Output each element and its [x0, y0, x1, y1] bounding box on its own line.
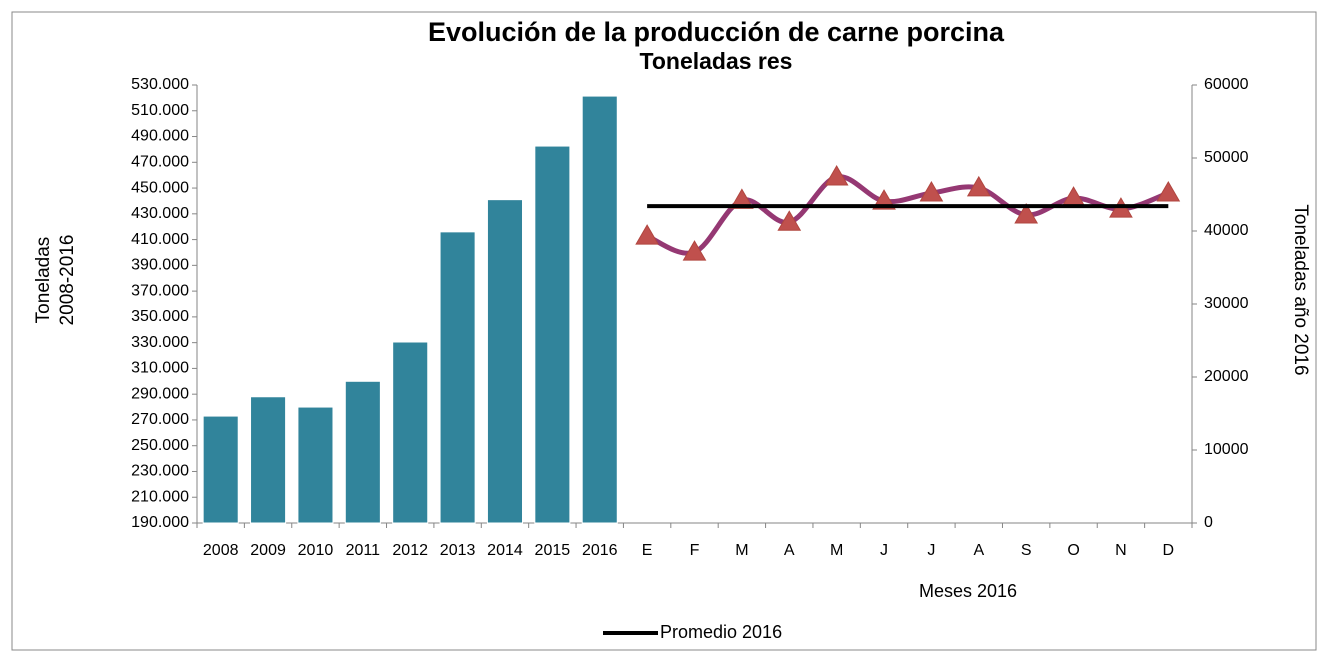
y-tick-label: 390.000: [131, 257, 189, 274]
x-tick-label: 2012: [392, 542, 428, 559]
x-tick-label: 2010: [298, 542, 334, 559]
y2-tick-label: 60000: [1204, 76, 1249, 93]
y-tick-label: 290.000: [131, 385, 189, 402]
y-tick-label: 330.000: [131, 334, 189, 351]
y-tick-label: 470.000: [131, 154, 189, 171]
x-tick-label: F: [690, 542, 700, 559]
x-tick-label: 2015: [535, 542, 571, 559]
x-tick-label: 2014: [487, 542, 523, 559]
y-tick-label: 430.000: [131, 205, 189, 222]
y-tick-label: 370.000: [131, 282, 189, 299]
legend-label: Promedio 2016: [660, 622, 782, 642]
x-tick-label: 2009: [250, 542, 286, 559]
marker: [1156, 181, 1181, 202]
bar: [250, 396, 287, 524]
marker: [966, 175, 991, 197]
bar: [202, 415, 239, 524]
y-tick-label: 230.000: [131, 463, 189, 480]
x-tick-label: D: [1163, 542, 1175, 559]
y-tick-label: 270.000: [131, 411, 189, 428]
y2-tick-label: 10000: [1204, 441, 1249, 458]
bar: [297, 406, 334, 524]
y-tick-label: 410.000: [131, 231, 189, 248]
x-axis-label: Meses 2016: [919, 581, 1017, 601]
x-tick-label: 2013: [440, 542, 476, 559]
x-tick-label: 2016: [582, 542, 618, 559]
y2-tick-label: 50000: [1204, 149, 1249, 166]
bar: [581, 95, 618, 524]
bar: [344, 380, 381, 524]
x-tick-label: A: [973, 542, 984, 559]
chart-title: Evolución de la producción de carne porc…: [428, 17, 1005, 47]
y-tick-label: 210.000: [131, 488, 189, 505]
marker: [919, 181, 944, 202]
y2-tick-label: 30000: [1204, 295, 1249, 312]
marker: [1014, 202, 1039, 224]
chart-frame: [11, 11, 1317, 651]
y2-tick-label: 20000: [1204, 368, 1249, 385]
y-tick-label: 450.000: [131, 179, 189, 196]
marker: [730, 188, 754, 209]
marker: [824, 164, 849, 186]
x-tick-label: M: [735, 542, 748, 559]
y-tick-label: 310.000: [131, 360, 189, 377]
x-tick-label: J: [927, 542, 935, 559]
x-tick-label: A: [784, 542, 795, 559]
bar: [534, 145, 571, 524]
y-tick-label: 350.000: [131, 308, 189, 325]
y2-axis-label: Toneladas año 2016: [1290, 204, 1311, 375]
y-tick-label: 490.000: [131, 128, 189, 145]
x-tick-label: M: [830, 542, 843, 559]
bar: [392, 341, 429, 524]
y-tick-label: 530.000: [131, 76, 189, 93]
x-tick-label: N: [1115, 542, 1127, 559]
marker: [635, 224, 659, 245]
bar: [439, 231, 476, 524]
y-tick-label: 510.000: [131, 102, 189, 119]
marker: [777, 210, 802, 231]
x-tick-label: 2011: [346, 542, 381, 559]
y2-tick-label: 40000: [1204, 222, 1249, 239]
y-axis-label: Toneladas: [33, 237, 54, 324]
y-tick-label: 190.000: [131, 514, 189, 531]
x-tick-label: J: [880, 542, 888, 559]
marker: [682, 240, 707, 261]
x-tick-label: S: [1021, 542, 1032, 559]
x-tick-label: 2008: [203, 542, 239, 559]
x-tick-label: O: [1067, 542, 1079, 559]
y-tick-label: 250.000: [131, 437, 189, 454]
y2-tick-label: 0: [1204, 514, 1213, 531]
bar: [486, 199, 524, 524]
chart-subtitle: Toneladas res: [640, 48, 793, 74]
x-tick-label: E: [642, 542, 653, 559]
y-axis-label: 2008-2016: [57, 235, 78, 326]
